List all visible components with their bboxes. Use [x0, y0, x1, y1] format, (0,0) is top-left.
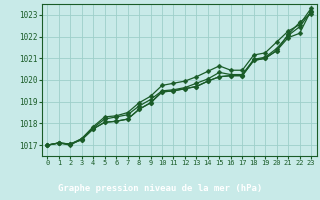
Text: Graphe pression niveau de la mer (hPa): Graphe pression niveau de la mer (hPa)	[58, 184, 262, 193]
